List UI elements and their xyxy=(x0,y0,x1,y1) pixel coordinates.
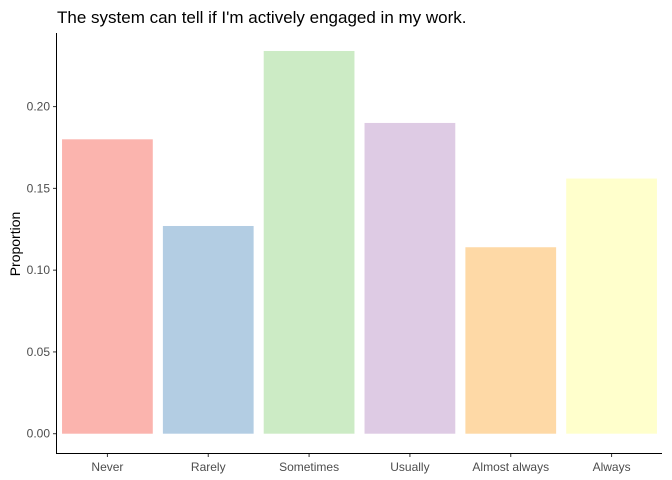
x-tick-label: Usually xyxy=(390,460,429,474)
y-tick-label: 0.00 xyxy=(27,427,51,441)
bar-sometimes xyxy=(263,50,355,434)
y-tick-label: 0.10 xyxy=(27,263,51,277)
bar-usually xyxy=(364,122,456,434)
x-tick-label: Never xyxy=(91,460,123,474)
bar-always xyxy=(566,178,657,434)
bars-group xyxy=(62,50,657,434)
chart-title: The system can tell if I'm actively enga… xyxy=(57,8,467,27)
y-tick-label: 0.05 xyxy=(27,345,51,359)
bar-never xyxy=(62,139,153,434)
y-tick-label: 0.20 xyxy=(27,100,51,114)
y-axis-ticks: 0.00 0.05 0.10 0.15 0.20 xyxy=(27,100,57,441)
bar-almost-always xyxy=(465,247,557,434)
y-axis-label: Proportion xyxy=(7,212,23,277)
x-axis-ticks: Never Rarely Sometimes Usually Almost always… xyxy=(91,453,631,474)
x-tick-label: Sometimes xyxy=(279,460,339,474)
x-tick-label: Rarely xyxy=(191,460,226,474)
x-tick-label: Always xyxy=(593,460,631,474)
y-tick-label: 0.15 xyxy=(27,181,51,195)
x-tick-label: Almost always xyxy=(472,460,549,474)
bar-rarely xyxy=(162,225,254,434)
